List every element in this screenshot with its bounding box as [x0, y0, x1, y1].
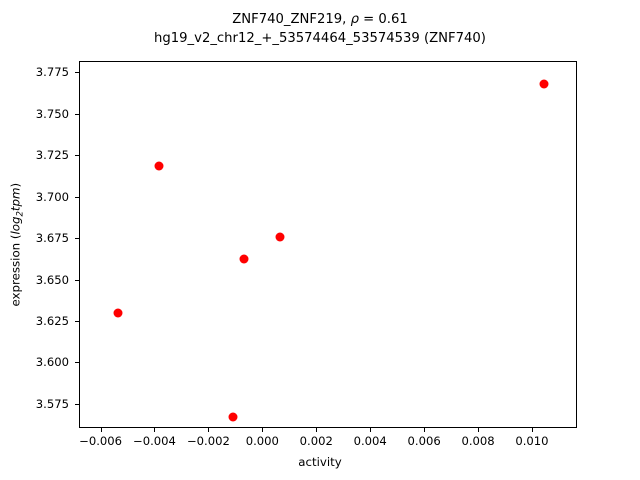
y-axis-label-suffix: ) [8, 182, 23, 188]
x-tick-label: 0.004 [353, 434, 387, 448]
y-tick-label: 3.750 [35, 106, 69, 121]
data-point [275, 232, 285, 242]
y-tick-label: 3.600 [35, 355, 69, 370]
chart-title-prefix: ZNF740_ZNF219, [232, 12, 351, 27]
x-axis-label: activity [298, 455, 342, 469]
y-tick-label: 3.650 [35, 272, 69, 287]
x-tick-mark [478, 428, 480, 432]
x-tick-mark [262, 428, 264, 432]
y-axis-label: expression (log2tpm) [8, 135, 25, 355]
x-tick-label: 0.008 [461, 434, 495, 448]
y-tick-mark [75, 238, 79, 240]
x-tick-mark [424, 428, 426, 432]
y-tick-mark [75, 72, 79, 74]
x-tick-label: −0.002 [186, 434, 230, 448]
x-tick-label: −0.004 [133, 434, 176, 448]
x-tick-label: −0.006 [79, 434, 123, 448]
y-tick-mark [75, 113, 79, 115]
x-tick-mark [208, 428, 210, 432]
x-tick-label: 0.010 [515, 434, 549, 448]
y-axis-label-prefix: expression ( [8, 234, 23, 307]
data-point [113, 308, 123, 318]
x-tick-label: 0.006 [407, 434, 441, 448]
y-tick-mark [75, 155, 79, 157]
y-tick-label: 3.575 [35, 396, 69, 411]
chart-title-suffix: = 0.61 [358, 12, 408, 27]
y-tick-mark [75, 321, 79, 323]
chart-title-line1: ZNF740_ZNF219, ρ = 0.61 [232, 12, 407, 27]
y-axis-label-log: log [8, 216, 23, 235]
data-point [539, 79, 549, 89]
x-tick-mark [316, 428, 318, 432]
y-tick-mark [75, 279, 79, 281]
y-axis-label-subscript: 2 [15, 211, 26, 217]
data-point [239, 254, 249, 264]
rho-symbol: ρ [350, 12, 359, 27]
chart-subtitle: hg19_v2_chr12_+_53574464_53574539 (ZNF74… [154, 31, 486, 46]
x-tick-label: 0.002 [299, 434, 333, 448]
x-tick-mark [154, 428, 156, 432]
x-tick-mark [100, 428, 102, 432]
y-axis-label-tpm: tpm [8, 187, 23, 212]
data-point [154, 161, 164, 171]
y-tick-mark [75, 362, 79, 364]
y-tick-label: 3.725 [35, 148, 69, 163]
y-tick-label: 3.700 [35, 189, 69, 204]
y-tick-mark [75, 403, 79, 405]
data-point [228, 412, 238, 422]
plot-axes [79, 61, 577, 428]
x-tick-mark [370, 428, 372, 432]
y-tick-label: 3.775 [35, 65, 69, 80]
y-tick-label: 3.675 [35, 231, 69, 246]
x-tick-label: 0.000 [245, 434, 279, 448]
x-tick-mark [531, 428, 533, 432]
plot-area [80, 62, 576, 427]
y-tick-label: 3.625 [35, 314, 69, 329]
chart-title: ZNF740_ZNF219, ρ = 0.61 hg19_v2_chr12_+_5… [0, 10, 640, 48]
y-tick-mark [75, 196, 79, 198]
